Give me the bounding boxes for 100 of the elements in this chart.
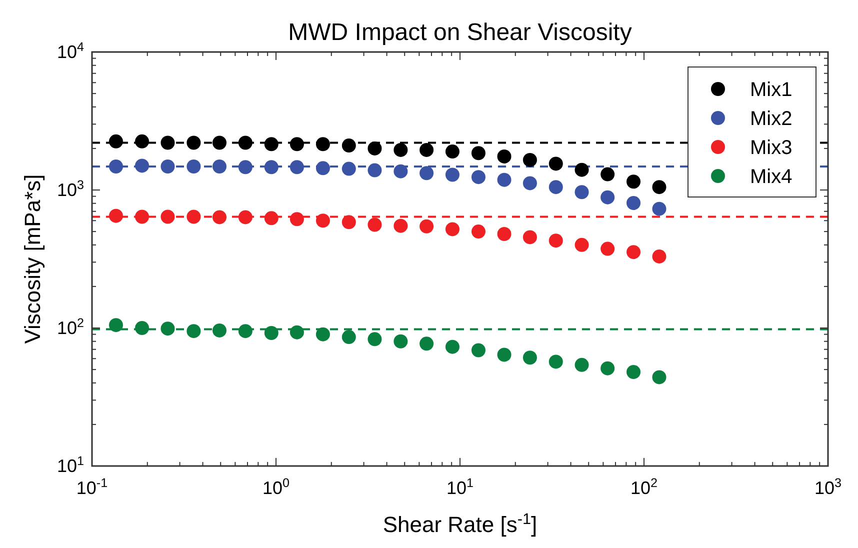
x-tick-label: 10$^{0}$	[262, 476, 290, 498]
point	[212, 160, 226, 174]
point	[626, 245, 641, 260]
point	[135, 321, 150, 335]
point	[626, 174, 641, 189]
point	[522, 350, 537, 365]
y-tick-label: 10$^{2}$	[56, 316, 84, 338]
point	[497, 172, 512, 187]
point	[160, 136, 175, 150]
point	[394, 142, 408, 157]
x-tick-label: 10$^{3}$	[814, 476, 842, 498]
point	[160, 210, 175, 224]
point	[368, 332, 382, 346]
point	[264, 211, 278, 226]
point	[290, 160, 304, 174]
point	[652, 202, 666, 216]
point	[290, 325, 304, 340]
point	[471, 224, 486, 239]
point	[316, 214, 330, 228]
point	[574, 185, 589, 200]
point	[445, 168, 460, 182]
point	[574, 162, 589, 177]
point	[186, 324, 201, 338]
legend-label: Mix1	[750, 79, 792, 101]
point	[160, 160, 175, 174]
point	[238, 136, 252, 150]
point	[652, 370, 666, 384]
x-tick-label: 10$^{1}$	[446, 476, 474, 498]
point	[548, 354, 563, 369]
point	[108, 134, 123, 148]
point	[264, 137, 278, 152]
point	[652, 180, 666, 194]
point	[368, 163, 382, 178]
point	[238, 160, 252, 174]
point	[394, 218, 408, 233]
point	[600, 190, 615, 204]
point	[471, 343, 486, 358]
point	[135, 210, 150, 224]
point	[420, 142, 434, 157]
point	[342, 138, 356, 153]
legend-label: Mix2	[750, 108, 792, 130]
point	[316, 137, 330, 152]
point	[238, 324, 252, 338]
point	[652, 249, 666, 264]
point	[445, 340, 460, 354]
y-tick-label: 10$^{3}$	[56, 178, 84, 200]
point	[368, 141, 382, 156]
legend-label: Mix4	[750, 166, 792, 188]
point	[600, 167, 615, 182]
point	[212, 323, 226, 338]
point	[522, 230, 537, 244]
point	[497, 348, 512, 362]
point	[368, 218, 382, 232]
point	[626, 364, 641, 379]
point	[522, 152, 537, 167]
point	[626, 196, 641, 210]
point	[212, 210, 226, 224]
point	[574, 238, 589, 252]
point	[342, 330, 356, 344]
point	[135, 134, 150, 148]
point	[497, 149, 512, 164]
point	[445, 222, 460, 236]
point	[600, 242, 615, 256]
point	[290, 212, 304, 226]
point	[160, 322, 175, 336]
y-axis-title: Viscosity [mPa*s]	[20, 174, 45, 344]
point	[497, 226, 512, 241]
point	[186, 136, 201, 150]
x-axis-title: Shear Rate [s$^{-1}$]	[382, 510, 538, 537]
point	[445, 144, 460, 159]
point	[186, 210, 201, 224]
point	[212, 136, 226, 150]
y-tick-label: 10$^{1}$	[56, 454, 84, 476]
point	[342, 162, 356, 176]
legend-label: Mix3	[750, 137, 792, 159]
point	[108, 318, 123, 332]
x-tick-label: 10$^{2}$	[630, 476, 658, 498]
point	[420, 336, 434, 351]
y-tick-label: 10$^{4}$	[56, 40, 84, 62]
point	[471, 170, 486, 184]
point	[316, 327, 330, 342]
chart-title: MWD Impact on Shear Viscosity	[288, 19, 632, 46]
point	[394, 164, 408, 178]
point	[471, 146, 486, 160]
point	[108, 208, 123, 223]
point	[186, 160, 201, 174]
point	[548, 234, 563, 248]
point	[600, 361, 615, 376]
point	[522, 176, 537, 190]
point	[420, 219, 434, 234]
point	[264, 160, 278, 174]
point	[394, 334, 408, 348]
point	[135, 158, 150, 173]
point	[574, 358, 589, 372]
point	[548, 180, 563, 194]
point	[548, 156, 563, 171]
point	[316, 161, 330, 176]
point	[108, 160, 123, 174]
point	[264, 326, 278, 340]
point	[342, 215, 356, 230]
